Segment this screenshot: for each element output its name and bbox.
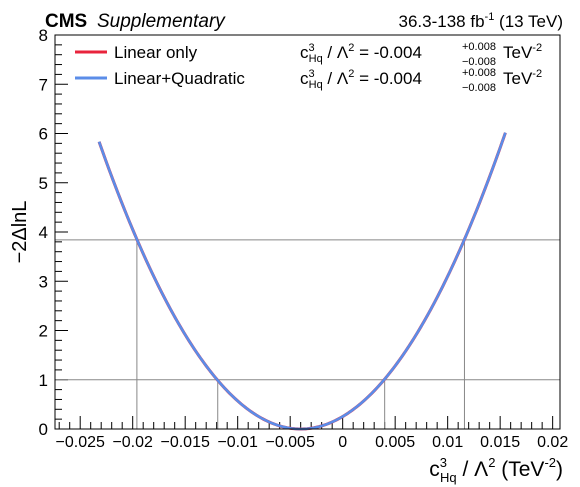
legend-label-linear-quadratic: Linear+Quadratic	[114, 69, 245, 88]
legend-label-linear-only: Linear only	[114, 43, 198, 62]
x-tick-label: −0.01	[217, 434, 258, 451]
y-tick-label: 5	[39, 174, 48, 193]
x-tick-label: 0.01	[432, 434, 463, 451]
plot-status-label: Supplementary	[97, 11, 226, 32]
y-tick-label: 6	[39, 125, 48, 144]
y-axis-title: −2ΔlnL	[9, 201, 31, 264]
fit-result-linear-only-text: c3 Hq / Λ2 = -0.004	[300, 42, 422, 65]
experiment-label: CMS	[45, 11, 87, 32]
x-tick-label: 0.005	[375, 434, 415, 451]
chart-header: CMS Supplementary 36.3-138 fb-1 (13 TeV)	[45, 11, 563, 32]
y-tick-label: 3	[39, 272, 48, 291]
x-tick-label: 0	[338, 434, 347, 451]
fit-result-linear-only-unit: TeV-2	[503, 42, 542, 62]
legend: Linear only Linear+Quadratic	[75, 43, 245, 88]
x-tick-label: −0.02	[112, 434, 153, 451]
x-tick-label: −0.015	[160, 434, 209, 451]
y-tick-label: 1	[39, 371, 48, 390]
fit-result-linear-quadratic-down: −0.008	[462, 82, 496, 94]
series-line	[97, 132, 507, 431]
x-tick-label: −0.025	[56, 434, 105, 451]
fit-result-linear-quadratic-unit: TeV-2	[503, 68, 542, 88]
x-tick-label: −0.005	[265, 434, 314, 451]
y-axis: 0 1 2 3 4 5 6 7 8	[39, 26, 68, 439]
fit-result-linear-only: c3 Hq / Λ2 = -0.004 +0.008 −0.008 TeV-2	[300, 41, 542, 68]
y-tick-label: 0	[39, 420, 48, 439]
plot-frame	[54, 34, 561, 430]
fit-result-linear-quadratic-up: +0.008	[462, 67, 496, 79]
fit-result-linear-quadratic: c3 Hq / Λ2 = -0.004 +0.008 −0.008 TeV-2	[300, 67, 542, 94]
x-axis: −0.025 −0.02 −0.015 −0.01 −0.005 0 0.005 0.01 0.…	[56, 416, 568, 451]
fit-result-linear-quadratic-text: c3 Hq / Λ2 = -0.004	[300, 68, 422, 91]
y-tick-label: 2	[39, 322, 48, 341]
y-tick-label: 4	[39, 223, 48, 242]
x-axis-title: c3 Hq / Λ2 (TeV-2)	[429, 455, 563, 485]
reference-lines	[55, 239, 560, 429]
y-tick-label: 8	[39, 26, 48, 45]
x-tick-label: 0.015	[480, 434, 520, 451]
fit-result-linear-only-down: −0.008	[462, 56, 496, 68]
series-curves	[97, 132, 507, 431]
luminosity-label: 36.3-138 fb-1 (13 TeV)	[399, 11, 563, 31]
fit-result-linear-only-up: +0.008	[462, 41, 496, 53]
y-tick-label: 7	[39, 75, 48, 94]
x-tick-label: 0.02	[537, 434, 568, 451]
